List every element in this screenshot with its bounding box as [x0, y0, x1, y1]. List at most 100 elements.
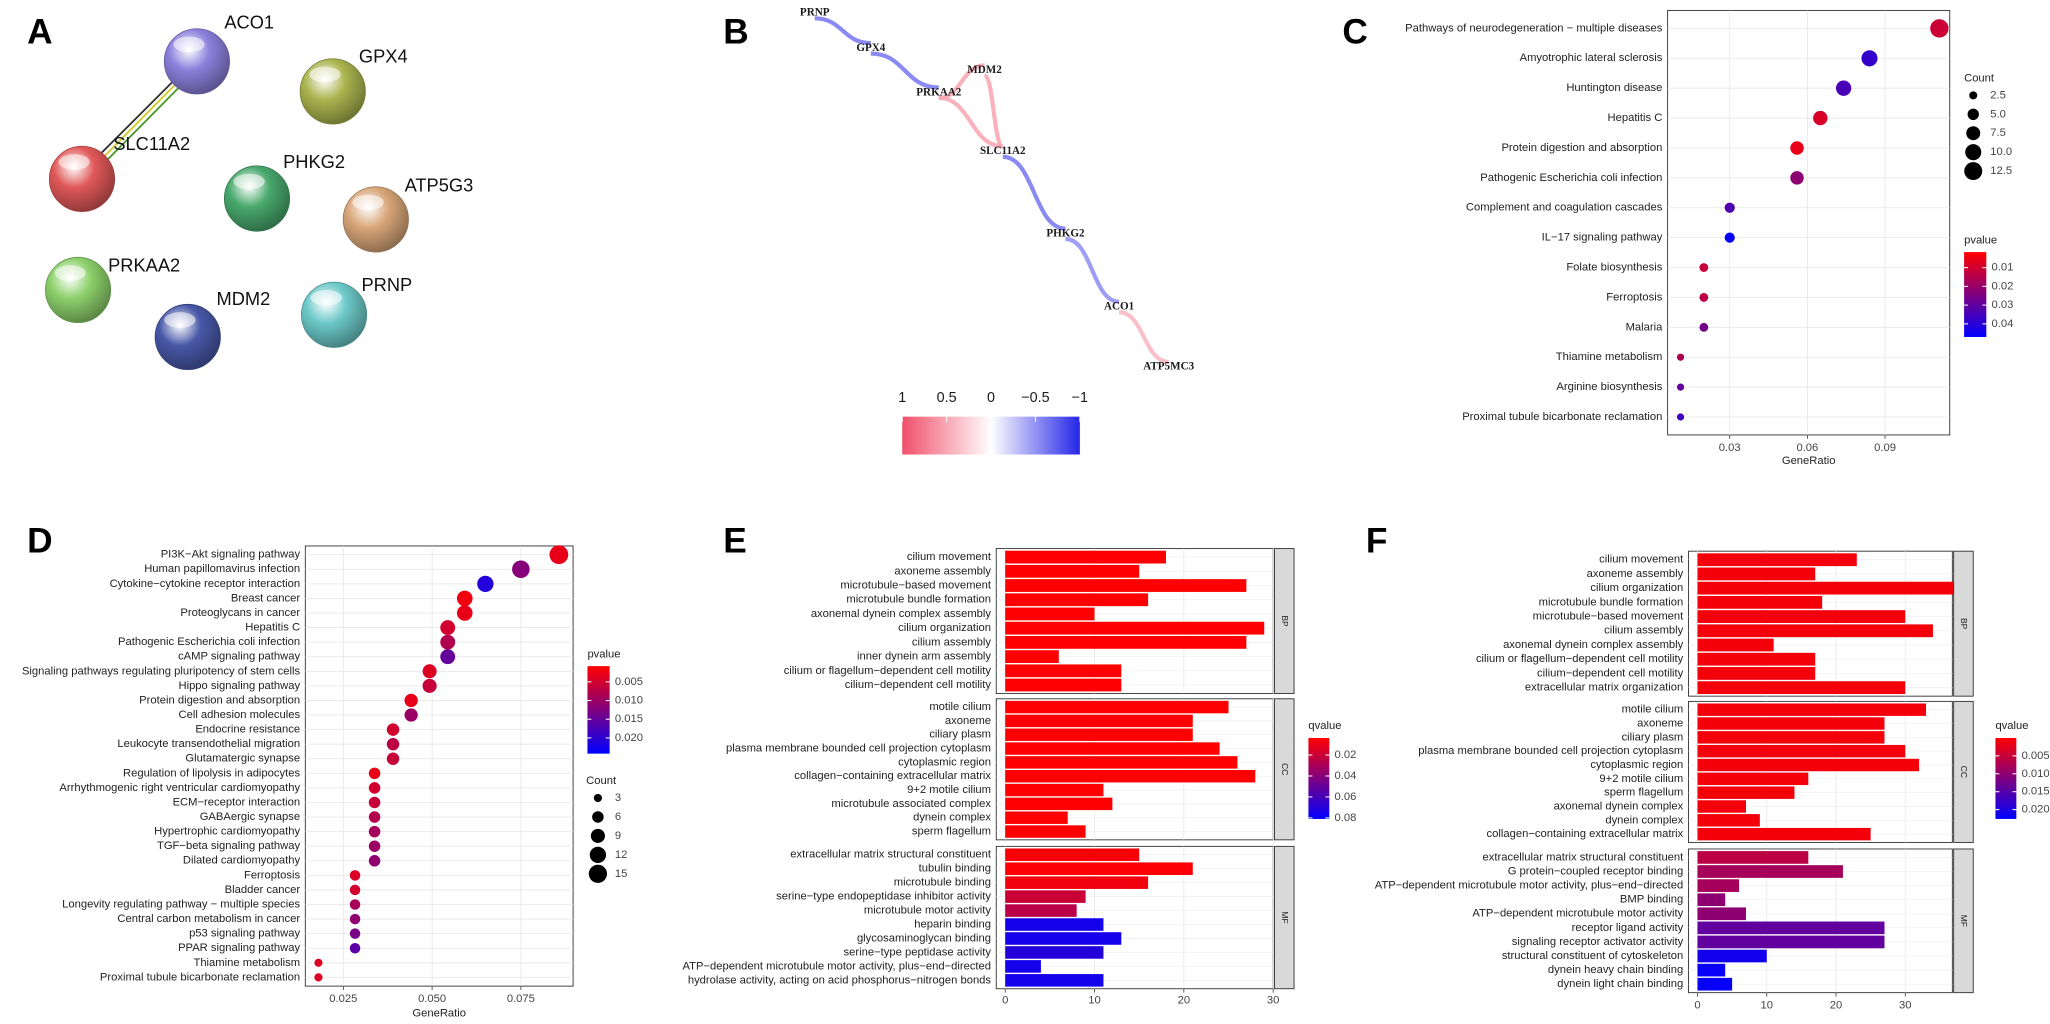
dot	[368, 811, 381, 823]
dot	[422, 678, 437, 693]
node-highlight	[173, 36, 205, 53]
bar	[1697, 667, 1816, 680]
category-label: ATP−dependent microtubule motor activity	[1472, 908, 1683, 920]
category-label: Dilated cardiomyopathy	[183, 855, 301, 867]
node-label: SLC11A2	[980, 145, 1026, 157]
colorbar-label: 0.01	[1992, 262, 2014, 274]
category-label: cilium assembly	[1604, 625, 1684, 637]
category-label: serine−type endopeptidase inhibitor acti…	[776, 891, 991, 903]
category-label: axoneme assembly	[1587, 568, 1684, 580]
bar	[1005, 593, 1149, 607]
category-label: cAMP signaling pathway	[178, 651, 300, 663]
dot	[1699, 322, 1709, 332]
category-label: axoneme	[945, 715, 991, 727]
size-key	[1966, 126, 1981, 141]
bar	[1697, 595, 1823, 609]
colorbar	[902, 416, 1080, 455]
category-label: ciliary plasm	[929, 729, 991, 741]
bar	[1005, 783, 1104, 797]
category-label: axonemal dynein complex assembly	[1503, 639, 1684, 651]
category-label: tubulin binding	[919, 863, 991, 875]
category-label: ATP−dependent microtubule motor activity…	[1375, 880, 1684, 892]
x-tick-label: 20	[1830, 1000, 1842, 1012]
category-label: motile cilium	[929, 701, 991, 713]
bar	[1005, 635, 1247, 649]
category-label: dynein complex	[1605, 814, 1683, 826]
bar	[1005, 848, 1140, 862]
category-label: cilium movement	[1599, 554, 1684, 566]
x-tick-label: 0.06	[1796, 442, 1818, 454]
category-label: cilium−dependent cell motility	[845, 679, 992, 691]
colorbar-label: 0.015	[2022, 786, 2050, 798]
correlation-edge	[1002, 154, 1066, 231]
bar	[1005, 811, 1068, 824]
colorbar	[587, 666, 610, 754]
category-label: sperm flagellum	[1604, 787, 1683, 799]
legend-title: qvalue	[1995, 720, 2028, 732]
size-label: 6	[615, 811, 621, 823]
bar	[1005, 769, 1256, 783]
size-label: 5.0	[1990, 108, 2006, 120]
bar	[1697, 800, 1746, 813]
size-label: 12.5	[1990, 165, 2012, 177]
bar	[1005, 946, 1104, 959]
node-label: PRKAA2	[916, 86, 961, 98]
category-label: heparin binding	[914, 918, 991, 930]
bar	[1005, 825, 1086, 838]
facet-label: BP	[1959, 618, 1969, 630]
dot	[1724, 232, 1735, 243]
panel-letter: B	[723, 12, 748, 51]
category-label: collagen−containing extracellular matrix	[1487, 828, 1684, 840]
x-tick-label: 10	[1088, 994, 1100, 1006]
category-label: plasma membrane bounded cell projection …	[1418, 745, 1683, 757]
size-label: 10.0	[1990, 146, 2012, 158]
category-label: collagen−containing extracellular matrix	[794, 770, 991, 782]
category-label: Ferroptosis	[1606, 291, 1663, 303]
bar	[1697, 758, 1920, 772]
category-label: Hepatitis C	[1608, 112, 1663, 124]
category-label: dynein complex	[913, 812, 991, 824]
bar	[1005, 960, 1041, 973]
category-label: Amyotrophic lateral sclerosis	[1520, 52, 1663, 64]
facet-label: BP	[1280, 615, 1290, 627]
panel-letter: F	[1366, 522, 1388, 561]
node-label: PRKAA2	[108, 254, 180, 275]
category-label: microtubule−based movement	[1533, 611, 1684, 623]
x-tick-label: 30	[1899, 1000, 1911, 1012]
dot	[368, 767, 381, 780]
colorbar-label: 0.005	[2022, 750, 2050, 762]
node-highlight	[164, 312, 196, 328]
node-label: PRNP	[361, 274, 412, 295]
facet-strip	[1953, 550, 1974, 697]
dot	[1676, 383, 1685, 391]
bar	[1005, 728, 1193, 741]
category-label: IL−17 signaling pathway	[1542, 232, 1663, 244]
category-label: Human papillomavirus infection	[144, 563, 300, 575]
category-label: Protein digestion and absorption	[1501, 142, 1662, 154]
bar	[1697, 879, 1740, 892]
bar	[1697, 652, 1816, 666]
dot	[1699, 263, 1709, 272]
colorbar	[1308, 737, 1330, 819]
bar	[1697, 786, 1795, 799]
category-label: receptor ligand activity	[1572, 922, 1684, 934]
category-label: Proximal tubule bicarbonate reclamation	[1462, 411, 1662, 423]
dot	[314, 973, 323, 982]
colorbar-label: 0.020	[2022, 804, 2050, 816]
size-label: 15	[615, 868, 627, 880]
node-label: PRNP	[800, 7, 830, 19]
dot	[349, 913, 361, 925]
category-label: Pathogenic Escherichia coli infection	[118, 636, 300, 648]
category-label: Pathogenic Escherichia coli infection	[1480, 172, 1662, 184]
x-tick-label: 30	[1267, 994, 1279, 1006]
dot	[440, 634, 456, 650]
legend-title: Count	[1964, 72, 1995, 84]
category-label: Leukocyte transendothelial migration	[117, 738, 300, 750]
legend-title: Count	[586, 775, 617, 787]
bar	[1697, 814, 1760, 827]
x-axis-title: GeneRatio	[412, 1008, 466, 1020]
bar	[1005, 564, 1140, 578]
colorbar	[1964, 252, 1987, 337]
category-label: plasma membrane bounded cell projection …	[726, 743, 991, 755]
category-label: Signaling pathways regulating pluripoten…	[22, 665, 301, 677]
